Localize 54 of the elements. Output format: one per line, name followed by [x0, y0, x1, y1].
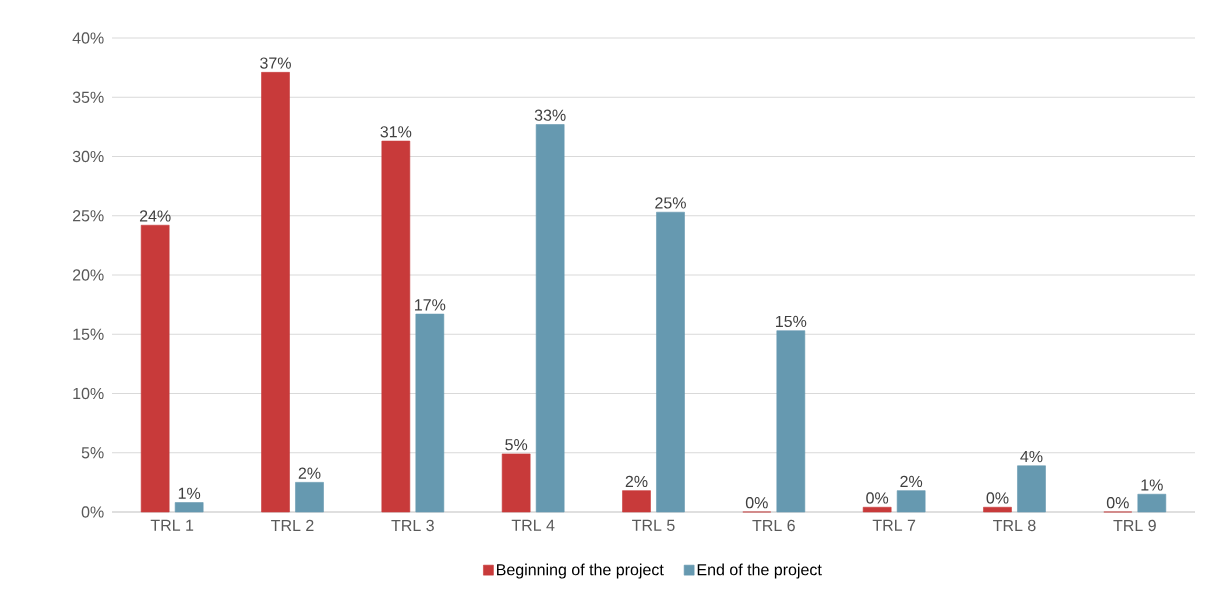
y-tick-label: 15% — [73, 328, 104, 340]
bar — [983, 506, 1012, 513]
bar — [535, 124, 565, 513]
data-label: 0% — [745, 497, 768, 509]
bar — [415, 313, 445, 513]
data-label: 2% — [625, 475, 648, 488]
data-label: 1% — [178, 487, 201, 499]
data-label: 15% — [776, 315, 807, 328]
legend-label: Beginning of the project — [497, 563, 664, 579]
data-label: 4% — [1020, 450, 1043, 463]
data-label: 33% — [534, 109, 566, 121]
bar — [501, 453, 531, 513]
x-tick-label: TRL 3 — [391, 519, 434, 532]
x-tick-label: TRL 9 — [1113, 519, 1156, 532]
data-label: 37% — [260, 57, 291, 69]
bar — [381, 140, 411, 513]
y-tick-label: 10% — [73, 387, 104, 400]
y-tick-label: 25% — [72, 210, 104, 222]
bar — [656, 211, 685, 513]
x-tick-label: TRL 6 — [752, 519, 795, 532]
data-label: 24% — [139, 210, 171, 222]
bar — [295, 482, 324, 513]
bar — [1137, 493, 1167, 513]
bar — [174, 502, 204, 513]
bar — [140, 224, 170, 513]
x-tick-label: TRL 2 — [271, 519, 314, 531]
data-label: 25% — [655, 197, 686, 209]
y-tick-label: 0% — [81, 506, 104, 518]
y-tick-label: 5% — [81, 447, 104, 459]
y-tick-label: 30% — [72, 150, 104, 163]
y-tick-label: 40% — [72, 32, 104, 44]
x-tick-label: TRL 8 — [993, 519, 1036, 532]
bar — [896, 490, 926, 513]
bar — [622, 490, 651, 513]
x-tick-label: TRL 7 — [872, 519, 916, 531]
data-label: 31% — [380, 126, 412, 138]
y-tick-label: 20% — [72, 269, 104, 281]
data-label: 0% — [986, 492, 1009, 504]
x-tick-label: TRL 1 — [150, 519, 194, 531]
bar — [862, 506, 892, 513]
data-label: 5% — [505, 439, 528, 451]
data-label: 17% — [415, 299, 446, 311]
data-label: 2% — [900, 475, 923, 488]
bar — [776, 330, 806, 513]
bar — [1017, 465, 1046, 513]
x-tick-label: TRL 5 — [632, 519, 675, 531]
bar — [261, 72, 290, 513]
data-label: 0% — [866, 492, 889, 504]
legend-label: End of the project — [697, 563, 822, 579]
x-tick-label: TRL 4 — [511, 519, 555, 531]
data-label: 2% — [298, 467, 321, 479]
data-label: 1% — [1141, 479, 1163, 491]
y-tick-label: 35% — [72, 91, 104, 103]
data-label: 0% — [1106, 497, 1129, 509]
